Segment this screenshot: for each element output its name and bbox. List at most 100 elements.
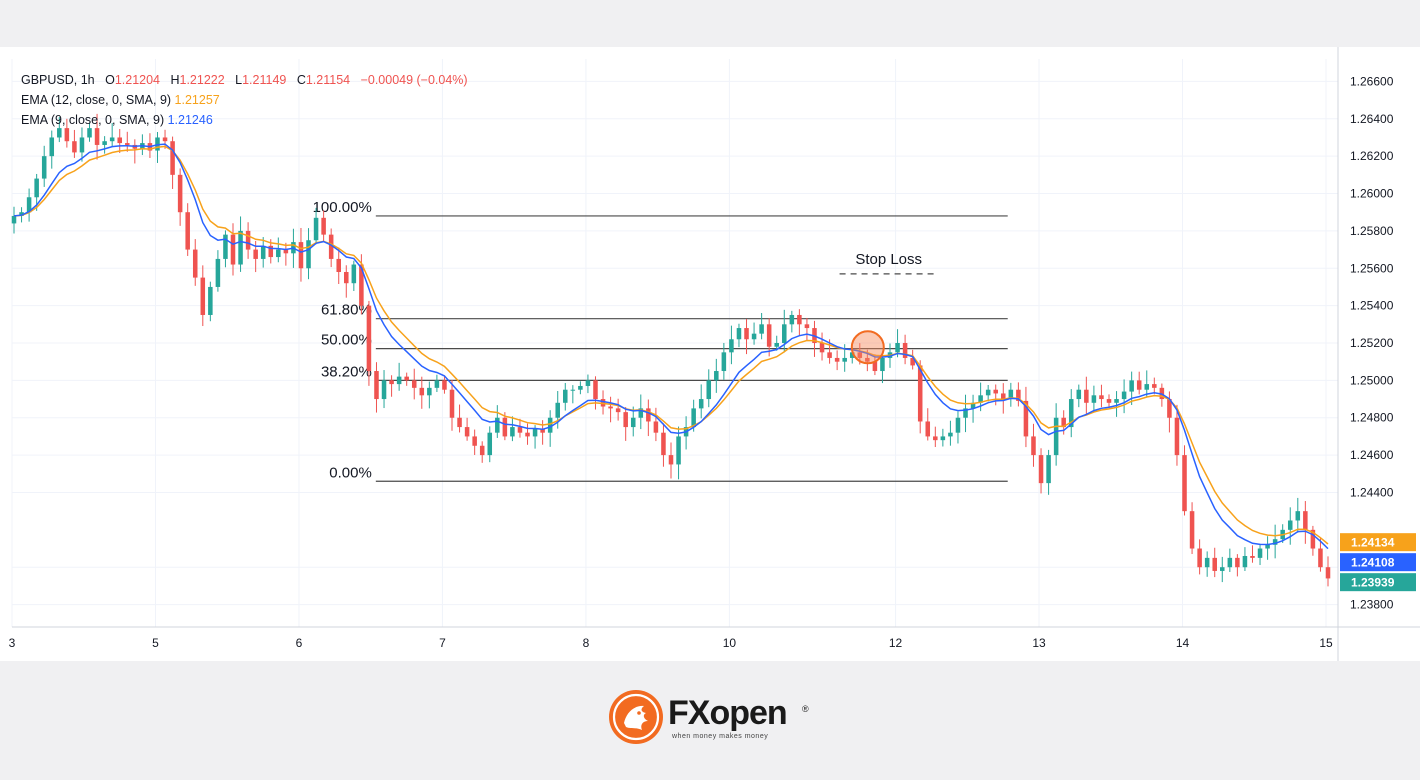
candle-body: [313, 217, 319, 241]
candle-body: [411, 380, 417, 388]
candle-body: [698, 399, 704, 409]
candle-body: [578, 385, 583, 390]
candle-body: [442, 380, 447, 390]
candle-body: [910, 357, 915, 366]
candle-body: [570, 389, 576, 391]
ema12-line: [13, 145, 1329, 545]
fxopen-logo-icon: [609, 690, 663, 744]
ema9-row[interactable]: EMA (9, close, 0, SMA, 9) 1.21246: [21, 110, 468, 130]
low-label: L: [235, 73, 243, 87]
candle-body: [970, 402, 976, 409]
candle-body: [1091, 395, 1097, 403]
y-tick-label: 1.25600: [1350, 261, 1394, 275]
candle-body: [72, 141, 77, 153]
candle-body: [1023, 400, 1029, 437]
markers: Stop Loss: [839, 251, 938, 365]
high-label: H: [170, 73, 180, 87]
candle-body: [170, 141, 175, 175]
candle-body: [283, 249, 289, 254]
brand-tagline: when money makes money: [672, 733, 769, 740]
candle-body: [238, 230, 243, 265]
fib-level-label: 50.00%: [321, 332, 372, 349]
candle-body: [336, 258, 341, 272]
candle-body: [902, 343, 908, 358]
candle-body: [555, 402, 560, 418]
fib-retracement: 100.00% 61.80% 50.00% 38.20% 0.00%: [313, 199, 1008, 482]
candle-body: [502, 417, 508, 437]
candle-body: [963, 408, 968, 418]
x-tick-label: 6: [296, 636, 303, 650]
candle-body: [192, 249, 198, 278]
candle-body: [1016, 389, 1021, 401]
candle-body: [162, 137, 168, 142]
candle-body: [608, 406, 613, 409]
candle-body: [585, 380, 591, 386]
axes: 1.26600 1.26400 1.26200 1.26000 1.25800 1.256…: [9, 47, 1420, 661]
x-tick-label: 13: [1032, 636, 1046, 650]
candle-body: [993, 389, 998, 394]
candle-body: [661, 432, 666, 456]
y-tick-label: 1.26200: [1350, 149, 1394, 163]
candle-body: [1001, 393, 1006, 400]
candle-body: [774, 343, 779, 347]
candle-body: [1167, 399, 1172, 418]
candle-body: [842, 357, 847, 362]
candle-body: [925, 421, 931, 437]
candle-body: [1106, 399, 1112, 403]
price-tag-label: 1.23939: [1351, 576, 1395, 590]
candle-body: [948, 432, 953, 437]
candle-body: [706, 380, 712, 400]
candle-body: [57, 128, 62, 138]
fib-level-label: 61.80%: [321, 302, 372, 319]
open-value: 1.21204: [114, 73, 161, 87]
candle-body: [782, 324, 787, 343]
x-tick-label: 15: [1319, 636, 1333, 650]
symbol-label[interactable]: GBPUSD, 1h: [21, 73, 95, 87]
candle-body: [1204, 557, 1210, 568]
candle-body: [895, 343, 900, 353]
brand-fx: FX: [668, 694, 710, 732]
fib-level-label: 0.00%: [329, 464, 372, 481]
candle-body: [374, 371, 379, 400]
candle-body: [253, 249, 258, 259]
low-value: 1.21149: [242, 73, 287, 87]
candle-body: [1212, 557, 1217, 571]
stop-loss-label: Stop Loss: [855, 251, 922, 268]
candle-body: [344, 272, 349, 284]
candle-body: [185, 212, 190, 250]
y-tick-label: 1.24800: [1350, 411, 1394, 425]
candlestick-chart[interactable]: 100.00% 61.80% 50.00% 38.20% 0.00% Stop Loss…: [0, 47, 1420, 661]
candle-body: [1114, 399, 1119, 403]
candle-body: [804, 324, 810, 329]
candle-body: [449, 389, 455, 418]
candle-body: [1250, 556, 1255, 558]
candle-body: [691, 408, 696, 428]
price-tag: [1340, 573, 1416, 592]
candle-body: [34, 178, 39, 198]
candle-body: [880, 357, 885, 372]
x-tick-label: 10: [723, 636, 737, 650]
candle-body: [751, 333, 757, 340]
candle-body: [200, 277, 206, 315]
candle-body: [41, 156, 47, 179]
candle-body: [978, 395, 983, 403]
candle-body: [1303, 511, 1308, 530]
candle-body: [351, 264, 357, 284]
candle-body: [729, 339, 734, 353]
x-tick-label: 8: [583, 636, 590, 650]
candle-body: [1152, 384, 1157, 388]
candle-body: [872, 361, 878, 372]
candle-body: [472, 436, 477, 446]
candle-body: [1182, 455, 1187, 512]
open-label: O: [105, 73, 115, 87]
candle-body: [1084, 389, 1089, 403]
ema12-label: EMA (12, close, 0, SMA, 9): [21, 93, 172, 107]
chart-frame[interactable]: 100.00% 61.80% 50.00% 38.20% 0.00% Stop Loss…: [0, 47, 1420, 661]
candle-body: [676, 436, 681, 465]
ema12-row[interactable]: EMA (12, close, 0, SMA, 9) 1.21257: [21, 90, 468, 110]
close-value: 1.21154: [305, 73, 351, 87]
candle-body: [1068, 399, 1074, 428]
entry-marker: [850, 330, 885, 365]
candle-body: [766, 324, 772, 347]
fib-level-label: 100.00%: [313, 199, 372, 216]
